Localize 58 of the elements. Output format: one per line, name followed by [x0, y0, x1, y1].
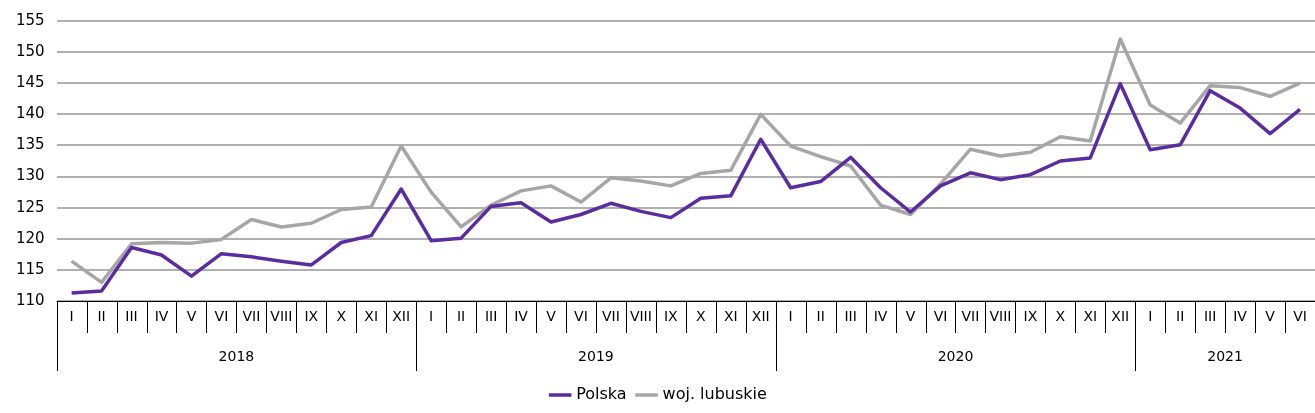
y-tick-label: 120	[15, 228, 45, 247]
x-tick-label: VI	[933, 308, 948, 325]
x-tick-label: III	[484, 308, 498, 325]
x-tick-label: VIII	[270, 308, 293, 325]
x-tick-label: X	[696, 308, 706, 325]
y-tick-label: 130	[15, 166, 45, 185]
x-tick-label: XII	[392, 308, 411, 325]
x-tick-label: X	[1055, 308, 1066, 325]
x-tick-label: III	[1203, 308, 1217, 325]
x-tick-label: VIII	[989, 308, 1012, 325]
y-tick-label: 115	[15, 259, 45, 278]
x-tick-label: VII	[242, 308, 261, 325]
text: 2019	[578, 347, 614, 364]
legend-label: woj. lubuskie	[662, 384, 767, 404]
x-tick-label: X	[336, 308, 347, 325]
y-tick-label: 155	[15, 10, 45, 29]
x-tick-label: II	[97, 308, 106, 325]
x-tick-label: XII	[751, 308, 770, 325]
x-tick-label: I	[1148, 308, 1153, 325]
x-tick-label: VI	[574, 308, 588, 325]
y-tick-label: 135	[15, 135, 45, 154]
x-tick-label: I	[788, 308, 793, 325]
x-tick-label: IX	[663, 308, 679, 325]
y-tick-label: 145	[15, 73, 45, 92]
x-tick-label: II	[1176, 308, 1185, 325]
x-tick-label: VIII	[629, 308, 652, 325]
x-tick-label: XI	[723, 308, 738, 325]
x-tick-label: XII	[1111, 308, 1130, 325]
text: 2020	[937, 347, 974, 364]
x-tick-label: V	[1265, 308, 1276, 325]
x-tick-label: VII	[961, 308, 980, 325]
y-tick-label: 125	[15, 197, 45, 216]
y-tick-label: 110	[15, 290, 45, 309]
x-tick-label: XI	[364, 308, 379, 325]
x-tick-label: I	[429, 308, 434, 325]
x-tick-label: VI	[1293, 308, 1307, 325]
x-tick-label: IV	[154, 308, 169, 325]
x-tick-label: IV	[1233, 308, 1248, 325]
x-tick-label: VI	[214, 308, 229, 325]
x-tick-label: I	[69, 308, 74, 325]
y-tick-label: 150	[15, 42, 45, 60]
x-tick-label: II	[816, 308, 825, 325]
x-tick-label: V	[546, 308, 557, 325]
x-tick-label: IX	[304, 308, 319, 325]
x-tick-label: V	[905, 308, 916, 325]
x-tick-label: IV	[873, 308, 888, 325]
y-tick-label: 140	[15, 104, 45, 123]
x-tick-label: III	[844, 308, 857, 325]
text: 2018	[218, 347, 255, 364]
x-tick-label: XI	[1083, 308, 1098, 325]
x-tick-label: V	[186, 308, 197, 325]
x-tick-label: IX	[1023, 308, 1038, 325]
x-tick-label: II	[456, 308, 466, 325]
legend-label: Polska	[576, 384, 627, 404]
text: 2021	[1207, 347, 1243, 364]
x-tick-label: IV	[514, 308, 529, 325]
x-tick-label: III	[125, 308, 138, 325]
x-tick-label: VII	[601, 308, 620, 325]
